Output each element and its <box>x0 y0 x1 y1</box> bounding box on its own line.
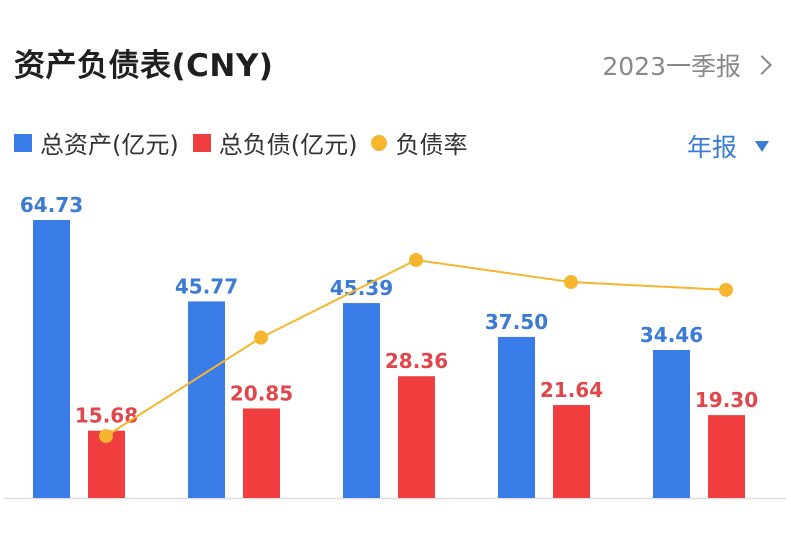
data-label-total-assets: 37.50 <box>485 310 548 334</box>
period-label: 2023一季报 <box>602 52 741 81</box>
ratio-point <box>409 253 423 267</box>
legend-swatch-assets <box>14 133 32 152</box>
bar-total-liabilities <box>398 376 435 498</box>
legend-item-ratio: 负债率 <box>371 125 467 160</box>
bar-total-assets <box>33 220 70 498</box>
ratio-point <box>719 282 733 297</box>
ratio-point <box>99 429 113 443</box>
period-selector[interactable]: 2023一季报 <box>602 47 772 83</box>
data-label-total-liabilities: 21.64 <box>540 378 603 402</box>
data-label-total-assets: 45.77 <box>175 274 238 298</box>
data-label-total-liabilities: 15.68 <box>75 404 138 428</box>
bar-total-assets <box>343 303 380 498</box>
data-label-total-assets: 64.73 <box>20 193 83 217</box>
data-label-total-liabilities: 19.30 <box>695 388 758 412</box>
frequency-dropdown[interactable]: 年报 <box>687 128 769 164</box>
legend-item-liabilities: 总负债(亿元) <box>192 125 358 160</box>
data-label-total-liabilities: 20.85 <box>230 381 293 405</box>
ratio-point <box>564 275 578 290</box>
data-label-total-assets: 34.46 <box>640 323 703 347</box>
legend-label-ratio: 负债率 <box>395 131 468 159</box>
bar-total-assets <box>498 336 535 498</box>
bar-total-liabilities <box>553 405 590 498</box>
chart-legend: 总资产(亿元) 总负债(亿元) 负债率 <box>14 125 481 160</box>
legend-item-assets: 总资产(亿元) <box>14 125 179 160</box>
bar-total-liabilities <box>708 415 745 498</box>
legend-swatch-ratio <box>371 134 388 151</box>
ratio-point <box>254 330 268 345</box>
caret-down-icon <box>755 140 769 152</box>
legend-label-liabilities: 总负债(亿元) <box>218 131 358 159</box>
data-label-total-liabilities: 28.36 <box>385 349 448 373</box>
legend-swatch-liabilities <box>192 133 211 152</box>
bar-total-assets <box>188 301 225 498</box>
legend-label-assets: 总资产(亿元) <box>40 131 179 159</box>
bar-total-assets <box>653 350 690 498</box>
frequency-label: 年报 <box>686 133 737 162</box>
page-title: 资产负债表(CNY) <box>14 48 274 84</box>
bar-total-liabilities <box>243 408 280 498</box>
